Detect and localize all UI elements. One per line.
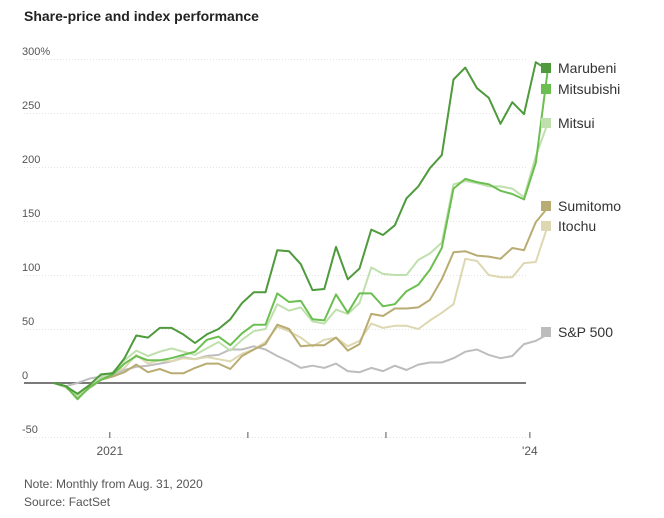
y-tick-label: 100: [22, 262, 40, 274]
legend-label-itochu: Itochu: [558, 218, 596, 234]
legend-swatch-mitsubishi: [541, 84, 551, 94]
y-tick-label: -50: [22, 424, 38, 436]
series-line-itochu: [53, 225, 549, 396]
y-tick-label: 200: [22, 154, 40, 166]
series-line-sumitomo: [53, 207, 549, 398]
x-axis-ticks: 2021 '24: [96, 432, 538, 458]
series-line-marubeni: [53, 61, 549, 395]
x-tick-label: 2021: [96, 444, 123, 458]
y-tick-label: 250: [22, 100, 40, 112]
legend: Marubeni Mitsubishi Mitsui Sumitomo Itochu S&…: [541, 60, 621, 340]
series-line-mitsubishi: [53, 71, 549, 401]
legend-swatch-itochu: [541, 221, 551, 231]
legend-label-s-p-500: S&P 500: [558, 324, 613, 340]
legend-label-sumitomo: Sumitomo: [558, 198, 621, 214]
y-tick-label: 50: [22, 316, 34, 328]
y-axis-labels: -50 0 50 100 150 200 250 300%: [22, 46, 50, 436]
y-tick-label: 0: [22, 370, 28, 382]
legend-label-mitsui: Mitsui: [558, 115, 595, 131]
legend-label-marubeni: Marubeni: [558, 60, 616, 76]
legend-swatch-marubeni: [541, 63, 551, 73]
legend-label-mitsubishi: Mitsubishi: [558, 81, 620, 97]
chart-note: Note: Monthly from Aug. 31, 2020: [24, 477, 203, 491]
gridlines: [24, 59, 526, 438]
x-tick-label: '24: [522, 444, 538, 458]
legend-swatch-s-p-500: [541, 327, 551, 337]
y-tick-label: 150: [22, 208, 40, 220]
series-line-mitsui: [53, 122, 549, 397]
legend-swatch-sumitomo: [541, 201, 551, 211]
y-tick-label: 300%: [22, 46, 50, 58]
series-lines: [53, 61, 549, 401]
legend-swatch-mitsui: [541, 118, 551, 128]
chart-source: Source: FactSet: [24, 495, 111, 509]
chart-title: Share-price and index performance: [24, 8, 259, 24]
series-line-s-p-500: [53, 333, 549, 388]
